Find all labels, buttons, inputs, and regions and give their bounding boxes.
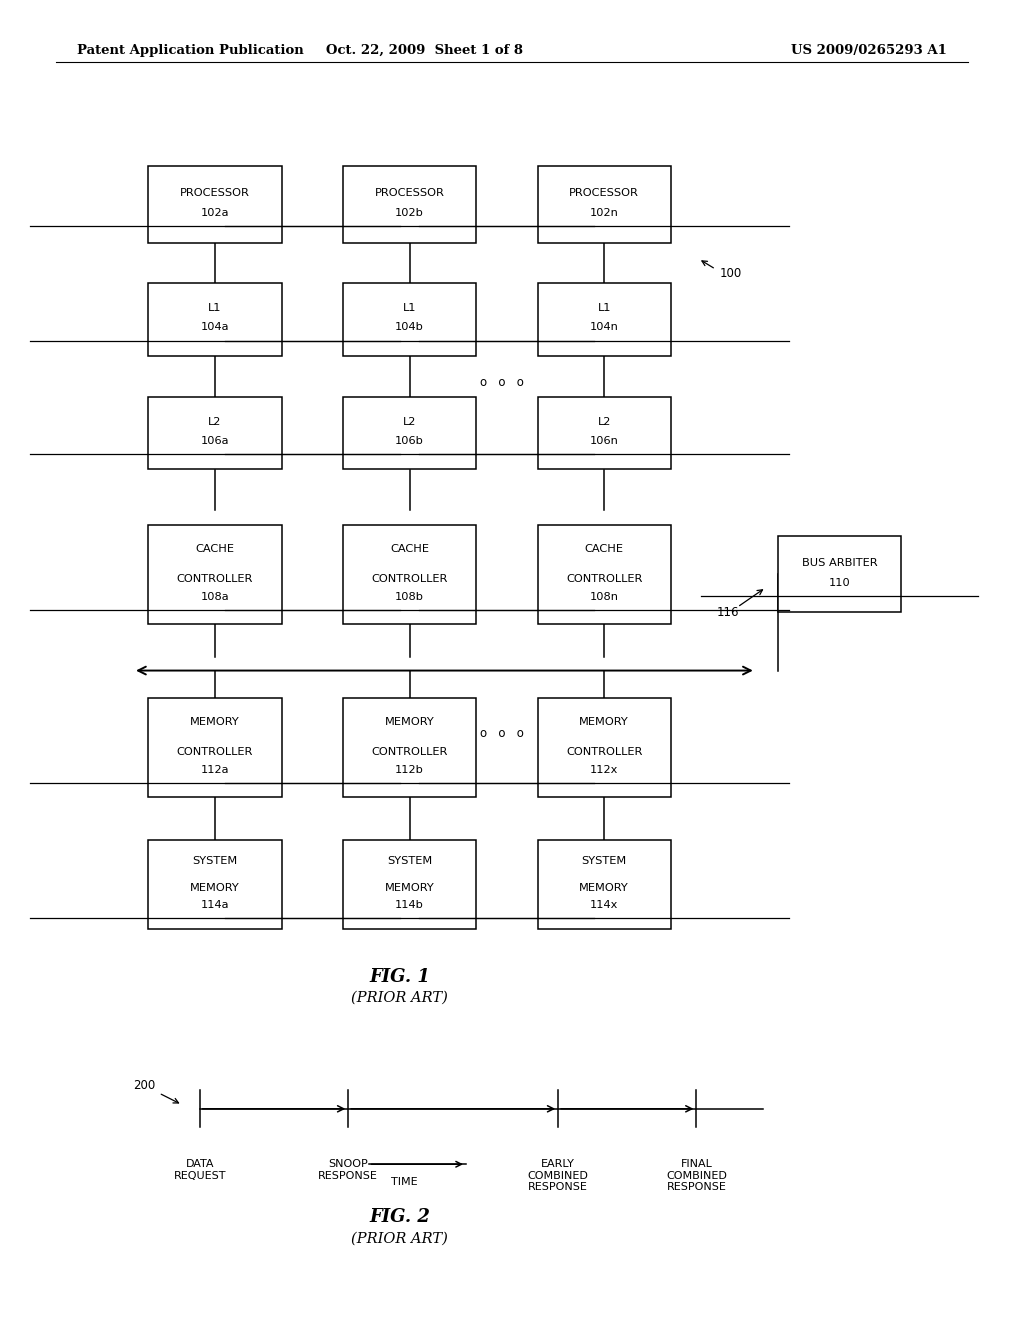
Bar [343,166,476,243]
Text: 114x: 114x [590,900,618,909]
Bar [778,536,901,612]
Bar [538,166,671,243]
Text: L1: L1 [208,304,222,313]
Text: Patent Application Publication: Patent Application Publication [77,44,303,57]
Text: 112b: 112b [395,764,424,775]
Bar [538,396,671,469]
Text: MEMORY: MEMORY [385,717,434,726]
Text: L2: L2 [402,417,417,426]
Text: TIME: TIME [391,1177,418,1188]
Bar [148,840,282,929]
Text: 102b: 102b [395,209,424,218]
Bar [343,840,476,929]
Text: US 2009/0265293 A1: US 2009/0265293 A1 [792,44,947,57]
Text: 106n: 106n [590,436,618,446]
Text: CONTROLLER: CONTROLLER [177,747,253,756]
Bar [343,525,476,624]
Text: 106b: 106b [395,436,424,446]
Text: (PRIOR ART): (PRIOR ART) [351,991,447,1005]
Text: CACHE: CACHE [585,544,624,553]
Text: CACHE: CACHE [196,544,234,553]
Text: FIG. 1: FIG. 1 [369,968,430,986]
Text: 108a: 108a [201,591,229,602]
Text: FINAL
COMBINED
RESPONSE: FINAL COMBINED RESPONSE [666,1159,727,1192]
Bar [343,396,476,469]
Text: CONTROLLER: CONTROLLER [372,574,447,583]
Text: SYSTEM: SYSTEM [193,857,238,866]
Text: CONTROLLER: CONTROLLER [566,747,642,756]
Text: Oct. 22, 2009  Sheet 1 of 8: Oct. 22, 2009 Sheet 1 of 8 [327,44,523,57]
Text: CACHE: CACHE [390,544,429,553]
Text: FIG. 2: FIG. 2 [369,1208,430,1226]
Text: 114a: 114a [201,900,229,909]
Text: 106a: 106a [201,436,229,446]
Text: CONTROLLER: CONTROLLER [566,574,642,583]
Text: SYSTEM: SYSTEM [387,857,432,866]
Text: 102a: 102a [201,209,229,218]
Bar [538,840,671,929]
Bar [148,525,282,624]
Bar [148,166,282,243]
Text: L1: L1 [597,304,611,313]
Bar [148,282,282,355]
Text: MEMORY: MEMORY [190,883,240,894]
Text: 102n: 102n [590,209,618,218]
Text: L2: L2 [597,417,611,426]
Text: 108n: 108n [590,591,618,602]
Text: SNOOP
RESPONSE: SNOOP RESPONSE [318,1159,378,1180]
Text: o   o   o: o o o [480,727,523,741]
Bar [148,697,282,796]
Text: 110: 110 [828,578,851,587]
Text: BUS ARBITER: BUS ARBITER [802,557,878,568]
Text: L2: L2 [208,417,222,426]
Bar [343,697,476,796]
Bar [148,396,282,469]
Text: SYSTEM: SYSTEM [582,857,627,866]
Text: MEMORY: MEMORY [385,883,434,894]
Text: o   o   o: o o o [480,376,523,389]
Bar [538,282,671,355]
Bar [343,282,476,355]
Text: PROCESSOR: PROCESSOR [375,187,444,198]
Text: MEMORY: MEMORY [580,883,629,894]
Text: (PRIOR ART): (PRIOR ART) [351,1232,447,1245]
Text: 112a: 112a [201,764,229,775]
Text: 104n: 104n [590,322,618,333]
Bar [538,525,671,624]
Text: CONTROLLER: CONTROLLER [372,747,447,756]
Text: 116: 116 [717,606,739,619]
Text: MEMORY: MEMORY [190,717,240,726]
Bar [538,697,671,796]
Text: 112x: 112x [590,764,618,775]
Text: PROCESSOR: PROCESSOR [569,187,639,198]
Text: 104b: 104b [395,322,424,333]
Text: 200: 200 [133,1078,156,1092]
Text: CONTROLLER: CONTROLLER [177,574,253,583]
Text: EARLY
COMBINED
RESPONSE: EARLY COMBINED RESPONSE [527,1159,589,1192]
Text: MEMORY: MEMORY [580,717,629,726]
Text: 114b: 114b [395,900,424,909]
Text: L1: L1 [402,304,417,313]
Text: 100: 100 [720,267,742,280]
Text: DATA
REQUEST: DATA REQUEST [173,1159,226,1180]
Text: 104a: 104a [201,322,229,333]
Text: 108b: 108b [395,591,424,602]
Text: PROCESSOR: PROCESSOR [180,187,250,198]
